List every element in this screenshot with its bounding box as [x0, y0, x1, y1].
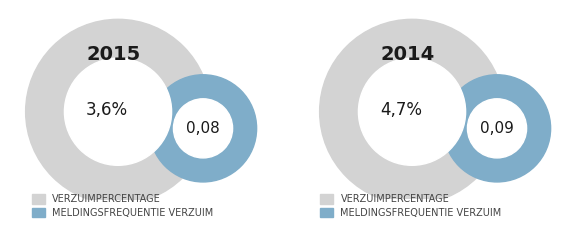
Circle shape: [443, 75, 550, 182]
Circle shape: [173, 99, 233, 158]
Text: 0,09: 0,09: [480, 121, 514, 136]
Circle shape: [65, 58, 172, 165]
Text: MELDINGSFREQUENTIE VERZUIM: MELDINGSFREQUENTIE VERZUIM: [340, 208, 502, 217]
Text: 3,6%: 3,6%: [86, 101, 128, 119]
Circle shape: [359, 58, 466, 165]
Circle shape: [149, 75, 256, 182]
Bar: [320, 208, 333, 217]
Circle shape: [26, 19, 211, 204]
Bar: [32, 194, 45, 204]
Text: MELDINGSFREQUENTIE VERZUIM: MELDINGSFREQUENTIE VERZUIM: [52, 208, 213, 217]
Bar: [320, 194, 333, 204]
Text: VERZUIMPERCENTAGE: VERZUIMPERCENTAGE: [52, 194, 161, 204]
Text: VERZUIMPERCENTAGE: VERZUIMPERCENTAGE: [340, 194, 449, 204]
Text: 2015: 2015: [86, 45, 141, 64]
Circle shape: [320, 19, 505, 204]
Bar: [32, 208, 45, 217]
Circle shape: [467, 99, 527, 158]
Text: 4,7%: 4,7%: [380, 101, 422, 119]
Text: 2014: 2014: [380, 45, 435, 64]
Text: 0,08: 0,08: [186, 121, 220, 136]
